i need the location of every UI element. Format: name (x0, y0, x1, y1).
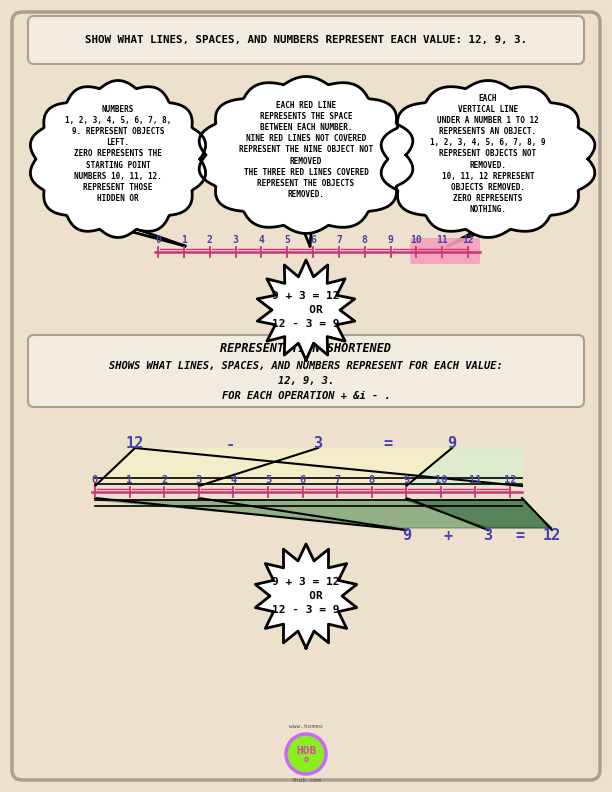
Text: 3: 3 (483, 528, 493, 543)
Polygon shape (31, 81, 206, 238)
Text: 4: 4 (230, 475, 236, 485)
Text: 11: 11 (469, 475, 482, 485)
FancyBboxPatch shape (410, 238, 480, 264)
Text: 3: 3 (233, 235, 239, 245)
Polygon shape (300, 222, 312, 246)
Text: 7: 7 (336, 235, 341, 245)
Text: 10: 10 (435, 475, 447, 485)
Polygon shape (199, 77, 413, 234)
Text: 9: 9 (387, 235, 394, 245)
Text: 9: 9 (401, 528, 411, 543)
FancyBboxPatch shape (28, 16, 584, 64)
Text: 12: 12 (462, 235, 474, 245)
Text: SHOW WHAT LINES, SPACES, AND NUMBERS REPRESENT EACH VALUE: 12, 9, 3.: SHOW WHAT LINES, SPACES, AND NUMBERS REP… (85, 35, 527, 45)
Text: NUMBERS
1, 2, 3, 4, 5, 6, 7, 8,
9. REPRESENT OBJECTS
LEFT.
ZERO REPRESENTS THE
S: NUMBERS 1, 2, 3, 4, 5, 6, 7, 8, 9. REPRE… (65, 105, 171, 203)
Text: =: = (515, 528, 524, 543)
Text: SHOWS WHAT LINES, SPACES, AND NUMBERS REPRESENT FOR EACH VALUE:: SHOWS WHAT LINES, SPACES, AND NUMBERS RE… (109, 361, 503, 371)
Text: +: + (444, 528, 453, 543)
Text: -: - (225, 436, 234, 451)
Text: 1: 1 (181, 235, 187, 245)
Text: 10: 10 (411, 235, 422, 245)
Polygon shape (406, 500, 552, 528)
Polygon shape (448, 226, 494, 246)
Text: www.homeo: www.homeo (289, 725, 323, 729)
Text: 9 + 3 = 12
   OR
12 - 3 = 9: 9 + 3 = 12 OR 12 - 3 = 9 (272, 291, 340, 329)
Text: 11: 11 (436, 235, 448, 245)
Text: 9: 9 (403, 475, 409, 485)
Text: 9 + 3 = 12
   OR
12 - 3 = 9: 9 + 3 = 12 OR 12 - 3 = 9 (272, 577, 340, 615)
Text: fhob.com: fhob.com (291, 779, 321, 783)
Text: 5: 5 (265, 475, 271, 485)
Text: 3: 3 (196, 475, 202, 485)
Text: 8: 8 (368, 475, 375, 485)
Polygon shape (381, 81, 595, 238)
Text: 8: 8 (362, 235, 368, 245)
Text: 6: 6 (310, 235, 316, 245)
Text: 1: 1 (127, 475, 133, 485)
Text: 9: 9 (447, 436, 457, 451)
Text: =: = (384, 436, 392, 451)
Text: 12: 12 (543, 528, 561, 543)
Text: 12: 12 (504, 475, 517, 485)
Polygon shape (95, 449, 452, 484)
Text: EACH RED LINE
REPRESENTS THE SPACE
BETWEEN EACH NUMBER.
NINE RED LINES NOT COVER: EACH RED LINE REPRESENTS THE SPACE BETWE… (239, 101, 373, 199)
Text: 7: 7 (334, 475, 340, 485)
Text: 6: 6 (299, 475, 305, 485)
Circle shape (286, 734, 326, 774)
Text: FOR EACH OPERATION + &i - .: FOR EACH OPERATION + &i - . (222, 391, 390, 401)
Polygon shape (95, 500, 488, 528)
Text: 5: 5 (284, 235, 290, 245)
Text: o: o (304, 756, 308, 764)
Text: 4: 4 (258, 235, 264, 245)
Polygon shape (255, 544, 357, 648)
FancyBboxPatch shape (28, 335, 584, 407)
Polygon shape (406, 449, 522, 484)
Text: HOB: HOB (296, 746, 316, 756)
Text: 12, 9, 3.: 12, 9, 3. (278, 376, 334, 386)
Text: EACH
VERTICAL LINE
UNDER A NUMBER 1 TO 12
REPRESENTS AN OBJECT.
1, 2, 3, 4, 5, 6: EACH VERTICAL LINE UNDER A NUMBER 1 TO 1… (430, 94, 546, 214)
Polygon shape (110, 226, 185, 246)
Text: 12: 12 (126, 436, 144, 451)
Text: 2: 2 (207, 235, 212, 245)
Text: 0: 0 (155, 235, 161, 245)
Polygon shape (257, 260, 355, 360)
FancyBboxPatch shape (12, 12, 600, 780)
Text: REPRESENTATION SHORTENED: REPRESENTATION SHORTENED (220, 341, 392, 355)
Text: 2: 2 (161, 475, 167, 485)
Text: 3: 3 (313, 436, 323, 451)
Text: 0: 0 (92, 475, 98, 485)
